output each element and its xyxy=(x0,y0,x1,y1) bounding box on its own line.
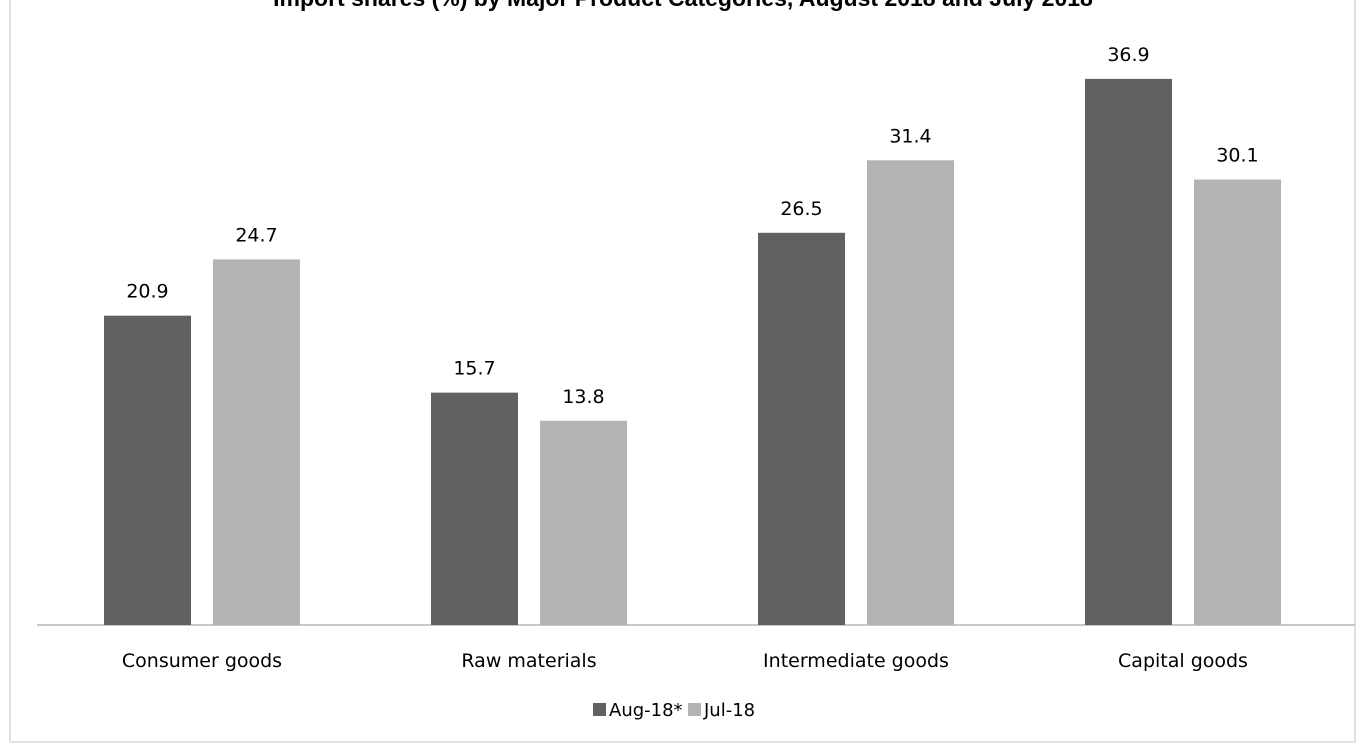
legend-swatch-jul-18 xyxy=(688,703,701,716)
bar-capital-goods-aug-18 xyxy=(1085,78,1172,625)
bar-intermediate-goods-jul-18 xyxy=(867,160,954,625)
legend-label-aug-18: Aug-18* xyxy=(609,700,683,721)
bar-consumer-goods-jul-18 xyxy=(213,259,300,625)
data-label-consumer-goods-aug-18: 20.9 xyxy=(126,281,168,303)
category-label-consumer-goods: Consumer goods xyxy=(122,650,282,672)
data-label-raw-materials-jul-18: 13.8 xyxy=(562,386,604,408)
data-label-capital-goods-jul-18: 30.1 xyxy=(1216,145,1258,167)
data-label-intermediate-goods-jul-18: 31.4 xyxy=(889,125,931,147)
bar-consumer-goods-aug-18 xyxy=(104,315,191,625)
category-label-intermediate-goods: Intermediate goods xyxy=(763,650,949,672)
chart-title: Import shares (%) by Major Product Categ… xyxy=(273,0,1093,11)
bar-raw-materials-jul-18 xyxy=(540,420,627,625)
bar-raw-materials-aug-18 xyxy=(431,392,518,625)
legend-swatch-aug-18 xyxy=(593,703,606,716)
legend-label-jul-18: Jul-18 xyxy=(703,700,755,721)
data-label-raw-materials-aug-18: 15.7 xyxy=(453,358,495,380)
data-label-capital-goods-aug-18: 36.9 xyxy=(1107,44,1149,66)
category-label-capital-goods: Capital goods xyxy=(1118,650,1248,672)
bar-intermediate-goods-aug-18 xyxy=(758,232,845,626)
data-labels-group: 20.9 24.7 15.7 13.8 26.5 31.4 36.9 30.1 xyxy=(126,44,1258,408)
bars-group xyxy=(104,78,1281,626)
category-label-raw-materials: Raw materials xyxy=(461,650,596,672)
category-labels-group: Consumer goods Raw materials Intermediate … xyxy=(122,650,1248,672)
bar-capital-goods-jul-18 xyxy=(1194,179,1281,625)
legend: Aug-18* Jul-18 xyxy=(593,700,755,721)
data-label-consumer-goods-jul-18: 24.7 xyxy=(235,224,277,246)
data-label-intermediate-goods-aug-18: 26.5 xyxy=(780,198,822,220)
chart-border xyxy=(9,0,1356,743)
